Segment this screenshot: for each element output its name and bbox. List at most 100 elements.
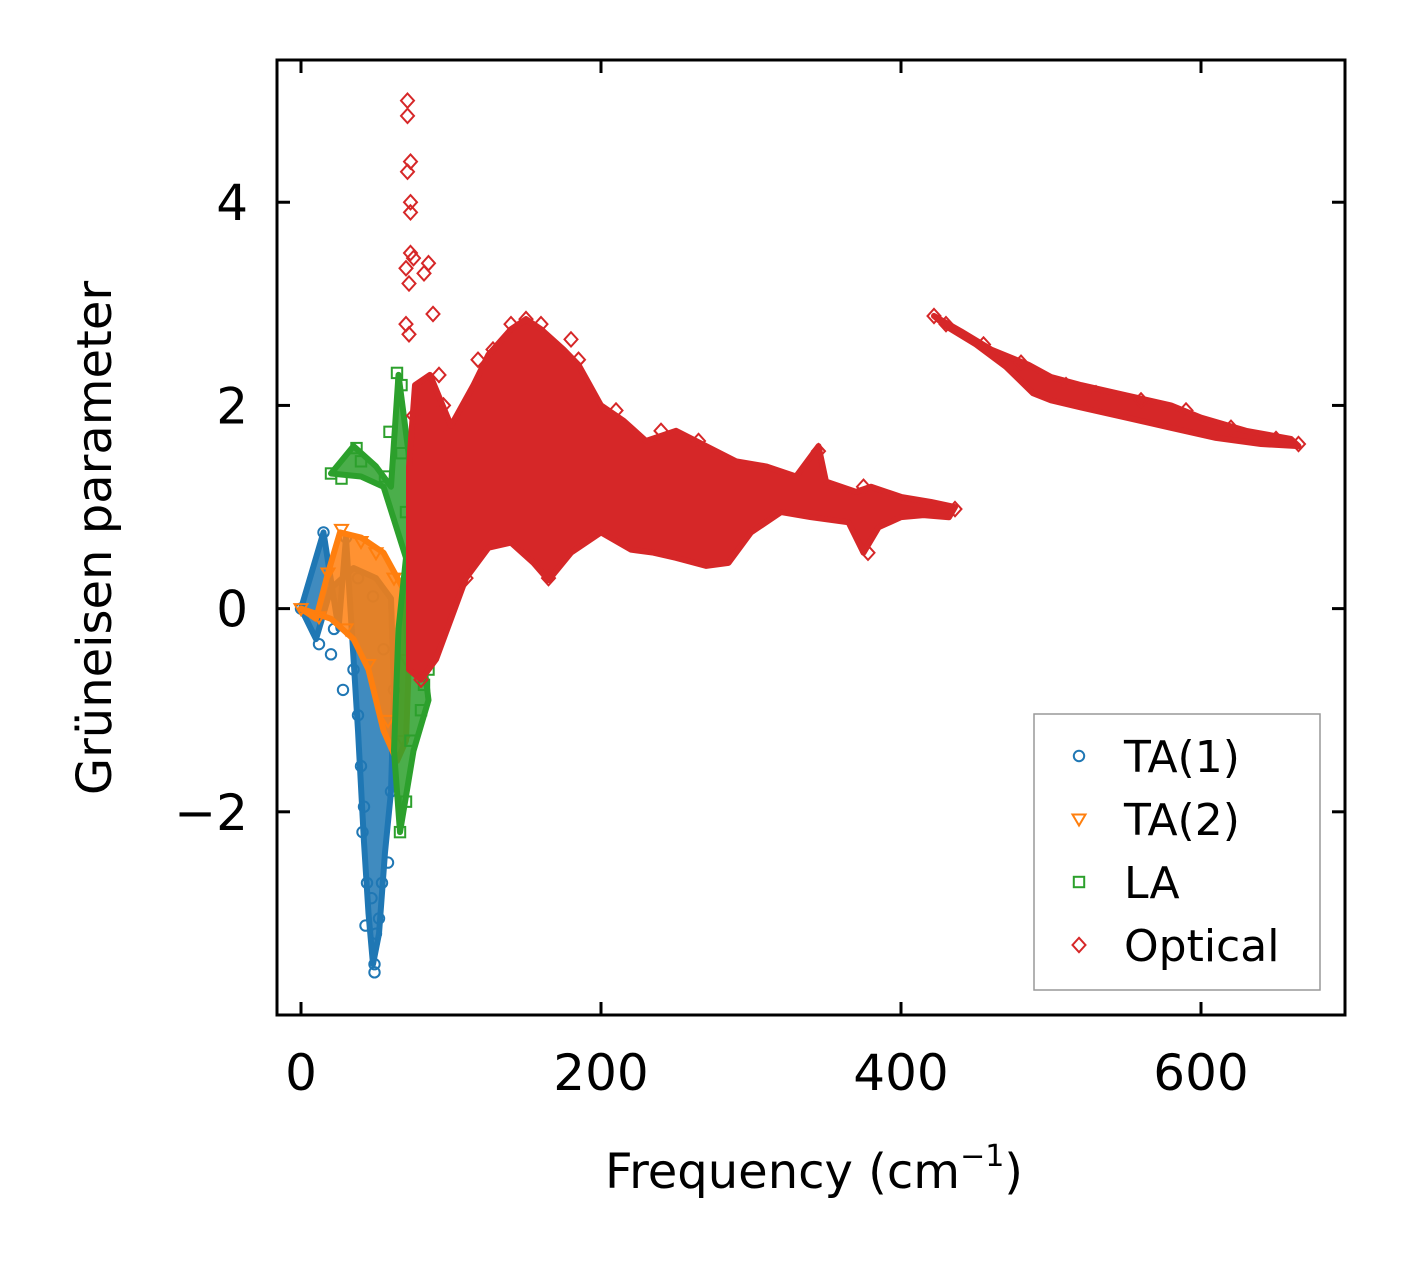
- data-point: [402, 193, 419, 211]
- data-point: [414, 704, 428, 717]
- data-point: [398, 259, 414, 277]
- data-point: [1268, 430, 1284, 448]
- data-point: [402, 203, 419, 222]
- point-cloud-2: [931, 313, 1302, 450]
- data-point: [926, 307, 942, 325]
- data-point: [435, 396, 452, 415]
- data-point: [385, 572, 403, 587]
- legend-item: TA(1): [1072, 732, 1240, 783]
- data-point: [947, 500, 963, 518]
- data-point: [352, 536, 370, 551]
- data-point: [399, 107, 416, 125]
- x-axis-title-superscript: −1: [960, 1139, 1004, 1174]
- data-point: [404, 734, 417, 747]
- data-point: [503, 315, 519, 333]
- x-axis-title: Frequency (cm−1): [605, 1139, 1023, 1200]
- data-point: [383, 425, 396, 439]
- data-point: [333, 523, 350, 538]
- x-tick-label: 0: [285, 1044, 317, 1102]
- data-point: [975, 335, 992, 354]
- data-point: [310, 611, 328, 626]
- data-point: [365, 891, 378, 905]
- y-tick-label: 2: [216, 377, 248, 435]
- data-point: [375, 876, 389, 890]
- data-point: [860, 544, 876, 562]
- data-point: [360, 876, 374, 890]
- data-point: [369, 927, 383, 940]
- data-point: [393, 825, 407, 839]
- data-point: [1133, 391, 1149, 409]
- legend-item: TA(2): [1070, 795, 1240, 846]
- legend-marker: [1072, 875, 1086, 889]
- data-point: [317, 526, 330, 539]
- data-point: [336, 683, 350, 697]
- data-point: [390, 366, 404, 380]
- data-point: [381, 856, 395, 869]
- data-point: [458, 569, 474, 587]
- data-point: [350, 441, 363, 455]
- data-point: [401, 325, 417, 343]
- data-point: [485, 340, 501, 359]
- data-point: [416, 264, 432, 282]
- data-point: [312, 637, 326, 651]
- y-axis-title: Grüneisen parameter: [67, 281, 123, 796]
- data-point: [368, 966, 381, 979]
- data-point: [372, 912, 386, 925]
- x-axis: 0 200 400 600: [285, 60, 1249, 1102]
- data-point: [356, 825, 369, 839]
- data-point: [1223, 419, 1239, 437]
- data-point: [395, 378, 408, 392]
- data-point: [413, 671, 429, 689]
- data-point: [402, 244, 419, 262]
- legend-label: TA(1): [1123, 732, 1240, 783]
- data-point: [405, 406, 422, 425]
- data-point: [359, 919, 372, 932]
- data-point: [608, 401, 624, 420]
- legend-label: TA(2): [1123, 795, 1240, 846]
- scatter-series-layer: [292, 92, 1307, 979]
- data-point: [405, 249, 422, 267]
- data-point: [368, 958, 381, 971]
- legend-marker: [1070, 813, 1088, 828]
- x-tick-label: 600: [1153, 1044, 1248, 1102]
- y-tick-label: 4: [216, 174, 248, 232]
- data-point: [938, 315, 954, 333]
- data-point: [395, 446, 408, 460]
- data-point: [1013, 354, 1029, 372]
- legend-label: Optical: [1124, 921, 1279, 972]
- data-point: [533, 315, 549, 333]
- data-point: [351, 709, 365, 722]
- data-point: [401, 274, 417, 293]
- data-point: [1178, 401, 1194, 420]
- legend-marker: [1072, 749, 1086, 763]
- y-axis: −2 0 2 4: [174, 174, 1345, 842]
- data-point: [319, 567, 337, 582]
- plot-frame: [275, 58, 1347, 1017]
- data-point: [431, 366, 447, 384]
- data-point: [443, 422, 459, 440]
- x-axis-title-main: Frequency (cm: [605, 1144, 960, 1200]
- legend-label: LA: [1124, 858, 1180, 909]
- y-tick-label: 0: [216, 581, 248, 639]
- data-point: [1088, 384, 1104, 402]
- data-point: [367, 547, 385, 562]
- data-point: [357, 800, 371, 813]
- data-point: [399, 92, 416, 110]
- data-point: [653, 422, 669, 440]
- y-tick-label: −2: [174, 784, 248, 842]
- legend-item: Optical: [1071, 921, 1279, 972]
- data-point: [570, 351, 587, 369]
- data-point: [690, 432, 707, 450]
- data-point: [420, 254, 437, 272]
- data-point: [563, 330, 579, 349]
- data-point: [1290, 435, 1307, 453]
- point-cloud-1: [328, 371, 432, 836]
- data-point: [292, 603, 310, 618]
- data-point: [855, 478, 872, 496]
- data-point: [354, 759, 368, 773]
- data-point: [399, 795, 413, 808]
- x-axis-title-close: ): [1004, 1144, 1023, 1200]
- legend-item: LA: [1072, 858, 1180, 909]
- data-point: [324, 648, 338, 661]
